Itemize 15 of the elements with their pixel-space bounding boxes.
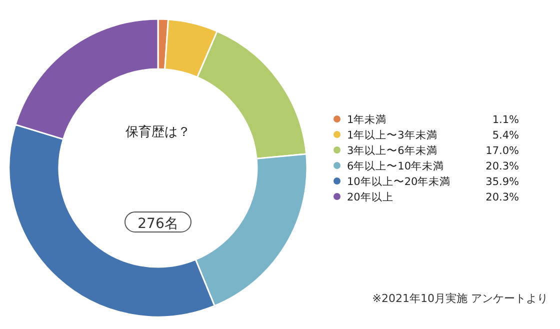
text: ※2021年10月実施 アンケートより (372, 292, 548, 305)
data-label: 17.0% (486, 145, 520, 157)
text: 276名 (138, 216, 178, 232)
legend-label: 1年以上〜3年未満 (347, 128, 438, 142)
legend-label: 10年以上〜20年未満 (347, 175, 451, 188)
legend-label: 20年以上 (347, 190, 394, 204)
text: 保育歴は？ (126, 124, 190, 140)
data-label: 20.3% (486, 192, 520, 204)
data-label: 5.4% (492, 130, 520, 142)
data-label: 35.9% (486, 176, 520, 188)
legend-label: 3年以上〜6年未満 (347, 144, 438, 157)
data-label: 20.3% (486, 160, 520, 172)
legend-label: 1年未満 (347, 113, 387, 126)
legend-label: 6年以上〜10年未満 (347, 160, 444, 172)
data-label: 1.1% (492, 114, 520, 126)
